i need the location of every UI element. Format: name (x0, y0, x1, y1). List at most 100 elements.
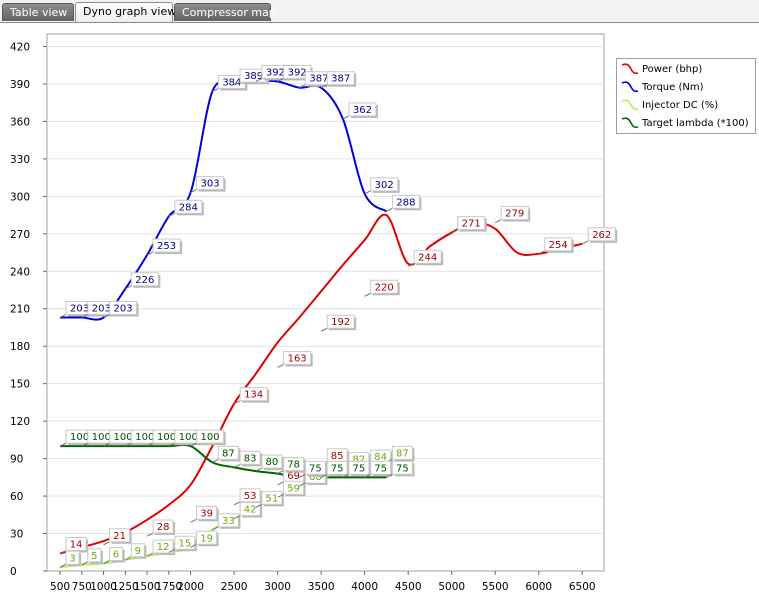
tab-dyno-graph-view[interactable]: Dyno graph view (75, 2, 176, 22)
data-label-box (109, 300, 138, 315)
legend-item-torque-nm: Torque (Nm) (621, 80, 704, 96)
data-label: 28 (157, 522, 170, 533)
x-tick-label: 500 (50, 581, 70, 593)
x-tick-label: 2000 (177, 581, 204, 593)
data-label: 51 (266, 493, 279, 504)
x-tick-label: 1250 (112, 581, 139, 593)
x-tick-label: 2500 (221, 581, 248, 593)
data-label-box (174, 535, 196, 550)
data-label-leader (538, 250, 545, 255)
x-tick-label: 4000 (351, 581, 378, 593)
data-label-leader (212, 458, 219, 463)
view-tab-bar: Table view Dyno graph view Compressor ma… (0, 0, 759, 23)
x-tick-label: 3000 (264, 581, 291, 593)
data-label-leader (168, 212, 176, 217)
data-label: 87 (396, 448, 409, 459)
data-label-leader (103, 442, 110, 447)
data-label-box (413, 249, 442, 264)
chart-legend: Power (bhp) Torque (Nm) Injector DC (%) Tar… (616, 58, 756, 134)
data-label: 220 (375, 282, 394, 293)
data-label-leader (59, 442, 67, 447)
data-label-leader (233, 400, 241, 405)
y-tick-label: 240 (10, 266, 30, 278)
data-label: 100 (70, 432, 89, 443)
data-label: 279 (505, 209, 524, 220)
data-label-box (239, 450, 261, 465)
data-label-leader (255, 503, 263, 508)
x-tick-label: 1750 (155, 581, 182, 593)
data-label: 87 (222, 448, 235, 459)
data-label-box (457, 216, 486, 231)
data-label: 392 (288, 67, 307, 78)
data-label: 387 (331, 74, 350, 85)
data-label-leader (81, 442, 89, 447)
data-label: 134 (244, 390, 263, 401)
data-label: 39 (200, 508, 213, 519)
data-label-box (109, 528, 131, 543)
y-tick-label: 270 (10, 229, 30, 241)
data-label: 203 (70, 303, 89, 314)
data-label-box (348, 460, 370, 475)
data-label-leader (125, 442, 132, 447)
data-label-leader (320, 327, 328, 332)
data-label: 203 (114, 303, 133, 314)
data-label: 244 (418, 252, 437, 263)
data-label-leader (190, 518, 197, 523)
data-label-leader (190, 543, 197, 548)
data-label-box (217, 513, 239, 528)
data-label-box (239, 387, 268, 402)
data-label: 384 (222, 77, 241, 88)
data-label: 15 (178, 538, 191, 549)
data-label: 85 (331, 451, 344, 462)
legend-item-target-lambda-100: Target lambda (*100) (621, 116, 749, 132)
data-label-leader (59, 563, 67, 568)
power-bhp-line (59, 213, 583, 555)
data-label-leader (146, 532, 154, 537)
data-label: 19 (200, 533, 213, 544)
data-label-leader (364, 292, 371, 297)
data-label-box (239, 502, 261, 517)
data-label: 100 (179, 432, 198, 443)
data-label: 303 (201, 179, 220, 190)
data-label-leader (342, 473, 350, 478)
data-label-box (87, 548, 102, 563)
data-label: 100 (92, 432, 111, 443)
legend-swatch (621, 81, 639, 93)
data-label: 42 (244, 505, 257, 516)
legend-label: Torque (Nm) (642, 82, 704, 93)
data-label: 362 (353, 105, 372, 116)
data-label: 284 (179, 202, 198, 213)
data-label-box (391, 445, 413, 460)
data-label-box (283, 480, 305, 495)
data-label: 163 (288, 353, 307, 364)
y-tick-label: 60 (10, 491, 23, 503)
tab-compressor-map[interactable]: Compressor map (174, 3, 276, 21)
tab-table-view[interactable]: Table view (2, 3, 74, 21)
data-label-box (587, 227, 616, 242)
data-label-leader (103, 560, 110, 564)
data-label-box (196, 176, 225, 191)
data-label-leader (103, 541, 110, 546)
data-label-leader (190, 189, 197, 194)
data-label: 80 (266, 457, 279, 468)
data-label-leader (81, 561, 89, 566)
data-label-box (500, 206, 529, 221)
data-label-leader (146, 251, 154, 256)
data-label: 82 (353, 455, 366, 466)
x-tick-label: 5500 (482, 581, 509, 593)
data-label-box (370, 279, 399, 294)
data-label-leader (299, 84, 306, 89)
x-tick-label: 3500 (308, 581, 335, 593)
data-label-box (283, 350, 312, 365)
data-label: 100 (135, 432, 154, 443)
data-label-leader (168, 442, 176, 447)
data-label-leader (451, 229, 458, 234)
data-label-leader (233, 463, 241, 468)
data-label-leader (364, 473, 371, 478)
data-label: 100 (201, 432, 220, 443)
data-label-box (217, 445, 239, 460)
data-label-box (130, 272, 159, 287)
data-label-box (152, 519, 174, 534)
data-label-box (326, 314, 355, 329)
data-label-leader (277, 363, 284, 368)
